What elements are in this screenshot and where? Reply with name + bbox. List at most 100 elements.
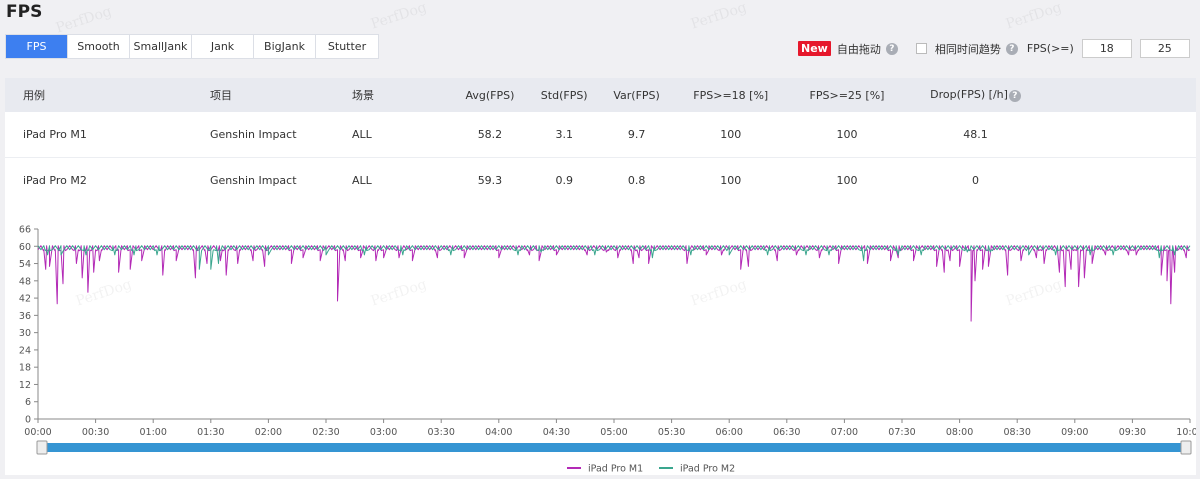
fps-threshold-input-2[interactable] [1139, 39, 1190, 58]
cell-std-fps: 0.9 [527, 157, 601, 204]
help-icon[interactable]: ? [1005, 42, 1018, 55]
header-drop-fps: Drop(FPS) [/h]? [905, 78, 1046, 112]
x-tick-label: 10:00 [1176, 427, 1196, 438]
x-tick-label: 07:30 [888, 427, 915, 438]
x-axis: 00:00 00:30 01:00 01:30 02:00 02:30 03:00 03:30… [24, 418, 1196, 438]
cell-std-fps: 3.1 [527, 112, 601, 158]
page-title: FPS [6, 2, 43, 22]
tab-jank[interactable]: Jank [192, 35, 254, 58]
x-tick-label: 06:00 [716, 427, 743, 438]
header-fps-ge-18: FPS>=18 [%] [672, 78, 789, 112]
x-tick-label: 01:00 [140, 427, 167, 438]
cell-fps-ge-18: 100 [672, 157, 789, 204]
new-badge: New [798, 41, 831, 56]
header-spacer [1046, 78, 1196, 112]
cell-var-fps: 0.8 [600, 157, 673, 204]
cell-project: Genshin Impact [210, 112, 352, 158]
header-avg-fps: Avg(FPS) [452, 78, 528, 112]
y-tick-label: 30 [19, 328, 31, 339]
stats-table: 用例 项目 场景 Avg(FPS) Std(FPS) Var(FPS) FPS>… [5, 78, 1196, 204]
cell-avg-fps: 58.2 [452, 112, 528, 158]
tab-bigjank[interactable]: BigJank [254, 35, 316, 58]
help-icon[interactable]: ? [1008, 90, 1021, 102]
watermark: PerfDog [688, 0, 749, 33]
cell-spacer [1046, 112, 1196, 158]
cell-fps-ge-25: 100 [788, 157, 906, 204]
chart-series [37, 245, 1191, 322]
y-tick-label: 0 [25, 415, 31, 426]
y-tick-label: 42 [19, 294, 31, 305]
cell-drop-fps: 0 [905, 157, 1046, 204]
legend-label: iPad Pro M2 [680, 464, 735, 475]
cell-scene: ALL [352, 112, 452, 158]
y-tick-label: 66 [19, 225, 31, 236]
x-tick-label: 08:00 [946, 427, 973, 438]
chart-legend: iPad Pro M1 iPad Pro M2 [567, 464, 735, 475]
cell-project: Genshin Impact [210, 157, 352, 204]
x-tick-label: 03:00 [370, 427, 397, 438]
time-range-slider[interactable] [36, 440, 1192, 455]
chart-toolbar: New 自由拖动 ? 相同时间趋势 ? FPS(>=) [798, 39, 1198, 58]
x-tick-label: 08:30 [1004, 427, 1031, 438]
tab-fps[interactable]: FPS [6, 35, 68, 58]
cell-drop-fps: 48.1 [905, 112, 1046, 158]
x-tick-label: 04:30 [543, 427, 570, 438]
cell-spacer [1046, 157, 1196, 204]
header-project: 项目 [210, 78, 352, 112]
watermark: PerfDog [1003, 0, 1064, 33]
cell-case: iPad Pro M1 [5, 112, 210, 158]
x-tick-label: 05:00 [600, 427, 627, 438]
x-tick-label: 00:30 [82, 427, 109, 438]
help-icon[interactable]: ? [885, 42, 898, 55]
y-axis: 0 6 12 18 24 30 36 42 48 54 60 66 [19, 225, 39, 426]
same-time-trend-label[interactable]: 相同时间趋势 [934, 42, 1001, 56]
y-tick-label: 54 [19, 259, 31, 270]
y-tick-label: 6 [25, 397, 31, 408]
cell-case: iPad Pro M2 [5, 157, 210, 204]
y-tick-label: 24 [19, 345, 31, 356]
fps-threshold-label: FPS(>=) [1026, 42, 1074, 55]
y-tick-label: 18 [19, 363, 31, 374]
same-time-trend-checkbox[interactable] [915, 43, 927, 54]
x-tick-label: 00:00 [24, 427, 51, 438]
tab-smalljank[interactable]: SmallJank [130, 35, 192, 58]
watermark: PerfDog [53, 3, 114, 37]
header-case: 用例 [5, 78, 210, 112]
tab-stutter[interactable]: Stutter [327, 40, 367, 53]
legend-label: iPad Pro M1 [588, 464, 643, 475]
header-fps-ge-25: FPS>=25 [%] [788, 78, 906, 112]
y-tick-label: 36 [19, 311, 31, 322]
x-tick-label: 07:00 [831, 427, 858, 438]
slider-handle-right [1180, 440, 1192, 455]
x-tick-label: 03:30 [428, 427, 455, 438]
fps-line-chart[interactable]: 0 6 12 18 24 30 36 42 48 54 60 66 00:00 00:30 01:00 01… [5, 203, 1196, 475]
header-scene: 场景 [352, 78, 452, 112]
fps-chart-panel: 0 6 12 18 24 30 36 42 48 54 60 66 00:00 00:30 01:00 01… [5, 203, 1196, 475]
header-drop-fps-label: Drop(FPS) [/h] [930, 88, 1008, 101]
slider-track [43, 443, 1185, 452]
x-tick-label: 09:00 [1061, 427, 1088, 438]
y-tick-label: 12 [19, 380, 31, 391]
cell-scene: ALL [352, 157, 452, 204]
metric-tabs: FPS Smooth SmallJank Jank BigJank Stutte… [5, 34, 379, 59]
y-tick-label: 60 [19, 242, 31, 253]
free-drag-label[interactable]: 自由拖动 [836, 42, 881, 56]
tab-smooth[interactable]: Smooth [68, 35, 130, 58]
table-row[interactable]: iPad Pro M1 Genshin Impact ALL 58.2 3.1 … [5, 112, 1196, 158]
watermark: PerfDog [368, 0, 429, 33]
slider-handle-left [36, 440, 48, 455]
header-var-fps: Var(FPS) [600, 78, 673, 112]
table-row[interactable]: iPad Pro M2 Genshin Impact ALL 59.3 0.9 … [5, 157, 1196, 204]
x-tick-label: 01:30 [197, 427, 224, 438]
table-header-row: 用例 项目 场景 Avg(FPS) Std(FPS) Var(FPS) FPS>… [5, 78, 1196, 112]
series-line-ipad-pro-m2 [37, 245, 1191, 270]
x-tick-label: 02:30 [312, 427, 339, 438]
cell-fps-ge-18: 100 [672, 112, 789, 158]
x-tick-label: 09:30 [1119, 427, 1146, 438]
header-std-fps: Std(FPS) [527, 78, 601, 112]
cell-fps-ge-25: 100 [788, 112, 906, 158]
fps-threshold-input-1[interactable] [1081, 39, 1132, 58]
y-tick-label: 48 [19, 276, 31, 287]
x-tick-label: 02:00 [255, 427, 282, 438]
x-tick-label: 06:30 [773, 427, 800, 438]
